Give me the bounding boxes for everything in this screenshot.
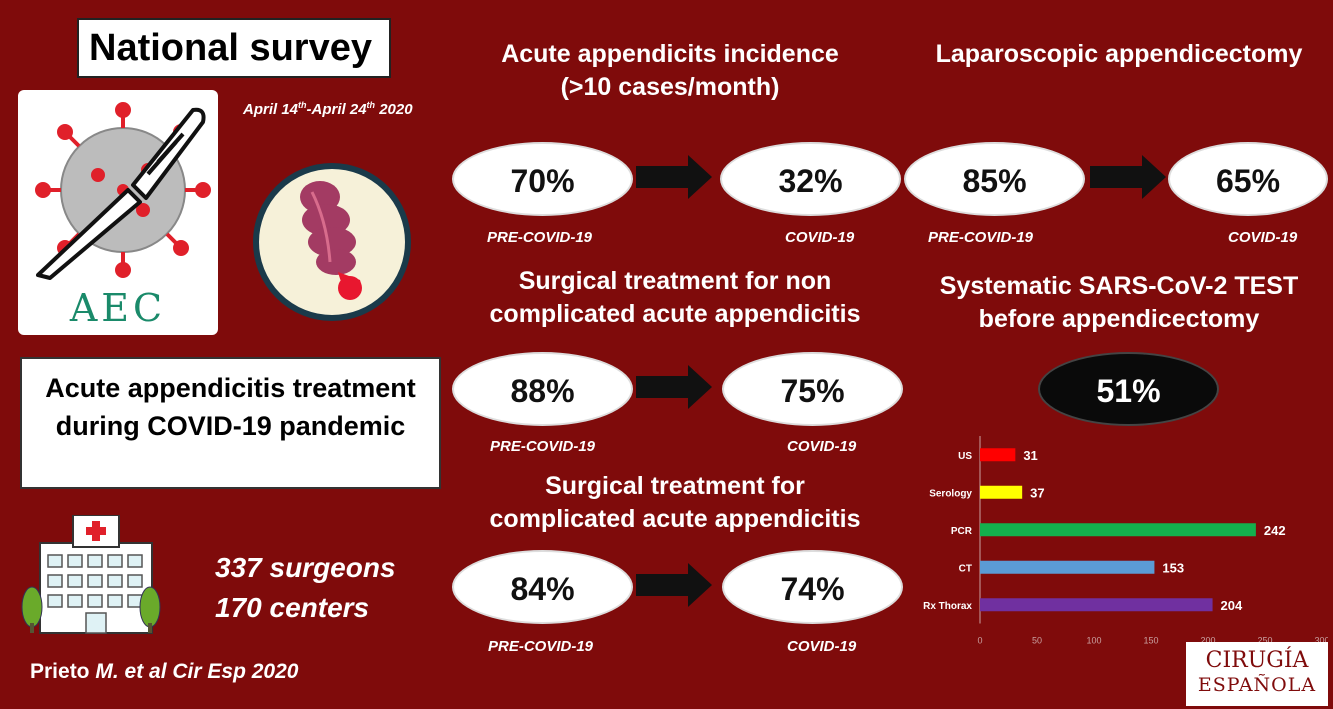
citation: Prieto M. et al Cir Esp 2020 (30, 660, 298, 684)
sars-test-heading-line1: Systematic SARS-CoV-2 TEST (939, 272, 1299, 300)
chart-category-label: PCR (951, 526, 973, 537)
chart-bar (980, 485, 1023, 499)
non-complicated-post-value: 75% (722, 352, 903, 426)
chart-data-label: 242 (1264, 523, 1286, 538)
date-sep: -April 24 (306, 101, 367, 118)
sars-test-heading-line2: before appendicectomy (978, 305, 1260, 333)
complicated-arrow-icon (636, 563, 712, 607)
non-complicated-heading-line1: Surgical treatment for non (518, 267, 832, 295)
date-start: April 14 (243, 101, 299, 118)
incidence-pre-value: 70% (452, 142, 633, 216)
chart-category-label: Rx Thorax (923, 601, 972, 612)
chart-bar (980, 523, 1256, 537)
non-complicated-pre-value: 88% (452, 352, 633, 426)
incidence-post-tag: COVID-19 (785, 229, 855, 246)
complicated-heading: Surgical treatment for complicated acute… (455, 470, 895, 536)
treatment-box: Acute appendicitis treatment during COVI… (20, 357, 441, 489)
chart-x-tick-label: 250 (1257, 636, 1272, 646)
complicated-heading-line1: Surgical treatment for (545, 472, 805, 500)
chart-bar (980, 560, 1155, 574)
date-end-sup: th (366, 100, 376, 110)
date-start-sup: th (298, 100, 307, 110)
citation-rest: M. et al Cir Esp 2020 (95, 660, 299, 683)
incidence-heading-line2: (>10 cases/month) (560, 73, 780, 101)
complicated-pre-value: 84% (452, 550, 633, 624)
complicated-heading-line2: complicated acute appendicitis (489, 505, 861, 533)
date-year: 2020 (375, 101, 413, 118)
chart-x-tick-label: 50 (1032, 636, 1042, 646)
page-title: National survey (77, 18, 391, 78)
cirugia-espanola-logo: CIRUGÍA ESPAÑOLA (1186, 642, 1328, 706)
chart-data-label: 31 (1023, 448, 1037, 463)
hospital-icon (18, 514, 163, 635)
laparoscopic-post-tag: COVID-19 (1228, 229, 1298, 246)
complicated-post-tag: COVID-19 (787, 638, 857, 655)
virus-scalpel-icon (35, 102, 211, 280)
chart-data-label: 153 (1162, 560, 1184, 575)
incidence-post-value: 32% (720, 142, 901, 216)
chart-bar (980, 598, 1213, 612)
non-complicated-arrow-icon (636, 365, 712, 409)
logo-line2: ESPAÑOLA (1197, 674, 1317, 696)
laparoscopic-pre-tag: PRE-COVID-19 (928, 229, 1034, 246)
survey-stats: 337 surgeons 170 centers (215, 548, 396, 628)
laparoscopic-post-value: 65% (1168, 142, 1328, 216)
chart-data-label: 37 (1030, 485, 1044, 500)
surgeons-count: 337 surgeons (215, 552, 396, 583)
sars-test-heading: Systematic SARS-CoV-2 TEST before append… (905, 270, 1333, 336)
non-complicated-heading-line2: complicated acute appendicitis (489, 300, 861, 328)
complicated-pre-tag: PRE-COVID-19 (488, 638, 594, 655)
chart-x-tick-label: 0 (977, 636, 982, 646)
survey-dates: April 14th-April 24th 2020 (243, 100, 413, 118)
chart-bar (980, 448, 1016, 462)
chart-x-tick-label: 100 (1086, 636, 1101, 646)
non-complicated-pre-tag: PRE-COVID-19 (490, 438, 596, 455)
chart-category-label: CT (959, 563, 972, 574)
laparoscopic-arrow-icon (1090, 155, 1166, 199)
chart-data-label: 204 (1221, 598, 1243, 613)
aec-logo: AEC (18, 90, 218, 335)
non-complicated-post-tag: COVID-19 (787, 438, 857, 455)
chart-x-tick-label: 200 (1200, 636, 1215, 646)
sars-test-methods-chart: US 31 Serology 37 PCR 242 CT 153 Rx Thorax 204 0 50… (918, 430, 1330, 646)
chart-x-tick-label: 150 (1143, 636, 1158, 646)
appendix-icon (252, 162, 412, 322)
centers-count: 170 centers (215, 592, 370, 623)
sars-test-value: 51% (1038, 352, 1219, 426)
laparoscopic-pre-value: 85% (904, 142, 1085, 216)
incidence-pre-tag: PRE-COVID-19 (487, 229, 593, 246)
bar-chart-svg: US 31 Serology 37 PCR 242 CT 153 Rx Thorax 204 0 50… (923, 436, 1330, 646)
chart-x-tick-label: 300 (1314, 636, 1328, 646)
incidence-heading: Acute appendicits incidence (>10 cases/m… (455, 38, 885, 104)
chart-category-label: Serology (929, 488, 972, 499)
non-complicated-heading: Surgical treatment for non complicated a… (455, 265, 895, 331)
logo-line1: CIRUGÍA (1205, 648, 1309, 673)
citation-author: Prieto (30, 660, 96, 683)
aec-logo-text: AEC (69, 286, 167, 330)
chart-category-label: US (958, 451, 972, 462)
incidence-arrow-icon (636, 155, 712, 199)
incidence-heading-line1: Acute appendicits incidence (501, 40, 839, 68)
complicated-post-value: 74% (722, 550, 903, 624)
laparoscopic-heading: Laparoscopic appendicectomy (935, 40, 1303, 68)
